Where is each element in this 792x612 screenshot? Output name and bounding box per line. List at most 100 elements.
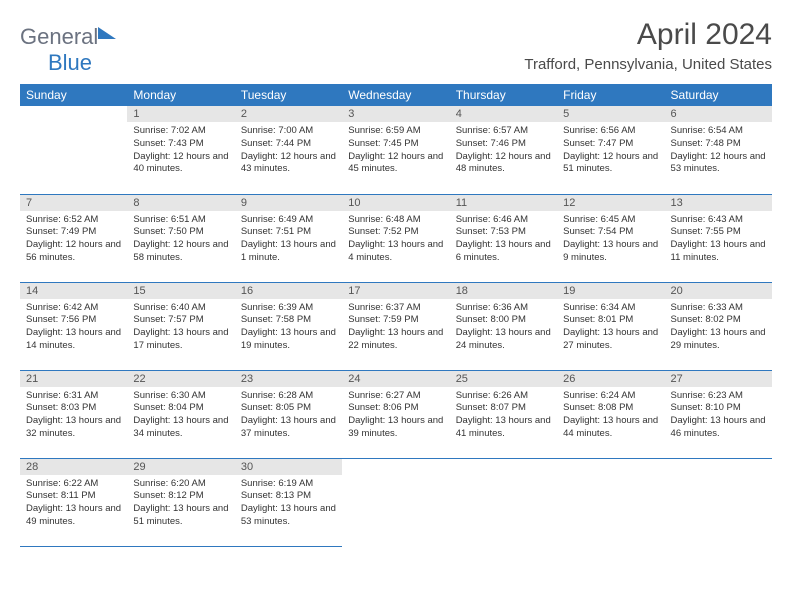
day-number: 6: [665, 106, 772, 122]
day-details: Sunrise: 6:19 AMSunset: 8:13 PMDaylight:…: [235, 475, 342, 532]
calendar-cell: 28Sunrise: 6:22 AMSunset: 8:11 PMDayligh…: [20, 458, 127, 546]
day-number: 23: [235, 371, 342, 387]
day-details: Sunrise: 6:39 AMSunset: 7:58 PMDaylight:…: [235, 299, 342, 356]
day-number: 16: [235, 283, 342, 299]
day-number: 1: [127, 106, 234, 122]
calendar-cell: 8Sunrise: 6:51 AMSunset: 7:50 PMDaylight…: [127, 194, 234, 282]
calendar-cell: 16Sunrise: 6:39 AMSunset: 7:58 PMDayligh…: [235, 282, 342, 370]
calendar-row: 7Sunrise: 6:52 AMSunset: 7:49 PMDaylight…: [20, 194, 772, 282]
title-block: April 2024 Trafford, Pennsylvania, Unite…: [524, 18, 772, 73]
day-details: Sunrise: 7:00 AMSunset: 7:44 PMDaylight:…: [235, 122, 342, 179]
day-number: 3: [342, 106, 449, 122]
day-header: Saturday: [665, 84, 772, 106]
day-details: Sunrise: 6:59 AMSunset: 7:45 PMDaylight:…: [342, 122, 449, 179]
day-details: Sunrise: 6:26 AMSunset: 8:07 PMDaylight:…: [450, 387, 557, 444]
day-number: 11: [450, 195, 557, 211]
day-number: 15: [127, 283, 234, 299]
calendar-cell: 7Sunrise: 6:52 AMSunset: 7:49 PMDaylight…: [20, 194, 127, 282]
day-number: 27: [665, 371, 772, 387]
calendar-cell: 2Sunrise: 7:00 AMSunset: 7:44 PMDaylight…: [235, 106, 342, 194]
header: GeneralBlue April 2024 Trafford, Pennsyl…: [20, 18, 772, 76]
day-details: Sunrise: 6:37 AMSunset: 7:59 PMDaylight:…: [342, 299, 449, 356]
calendar-cell: 18Sunrise: 6:36 AMSunset: 8:00 PMDayligh…: [450, 282, 557, 370]
day-number: 13: [665, 195, 772, 211]
day-number: 5: [557, 106, 664, 122]
day-details: Sunrise: 6:48 AMSunset: 7:52 PMDaylight:…: [342, 211, 449, 268]
calendar-cell: [20, 106, 127, 194]
calendar-cell: 26Sunrise: 6:24 AMSunset: 8:08 PMDayligh…: [557, 370, 664, 458]
day-number: 2: [235, 106, 342, 122]
calendar-row: 1Sunrise: 7:02 AMSunset: 7:43 PMDaylight…: [20, 106, 772, 194]
day-number: 22: [127, 371, 234, 387]
location: Trafford, Pennsylvania, United States: [524, 56, 772, 73]
day-details: Sunrise: 6:27 AMSunset: 8:06 PMDaylight:…: [342, 387, 449, 444]
day-number: 25: [450, 371, 557, 387]
day-details: Sunrise: 6:57 AMSunset: 7:46 PMDaylight:…: [450, 122, 557, 179]
day-number: 8: [127, 195, 234, 211]
calendar-cell: 22Sunrise: 6:30 AMSunset: 8:04 PMDayligh…: [127, 370, 234, 458]
day-header: Monday: [127, 84, 234, 106]
calendar-row: 28Sunrise: 6:22 AMSunset: 8:11 PMDayligh…: [20, 458, 772, 546]
day-header: Friday: [557, 84, 664, 106]
day-details: Sunrise: 7:02 AMSunset: 7:43 PMDaylight:…: [127, 122, 234, 179]
day-header: Tuesday: [235, 84, 342, 106]
day-number: 10: [342, 195, 449, 211]
day-number: 26: [557, 371, 664, 387]
day-details: Sunrise: 6:51 AMSunset: 7:50 PMDaylight:…: [127, 211, 234, 268]
day-header: Sunday: [20, 84, 127, 106]
calendar-cell: [557, 458, 664, 546]
day-details: Sunrise: 6:33 AMSunset: 8:02 PMDaylight:…: [665, 299, 772, 356]
day-number: 12: [557, 195, 664, 211]
calendar-cell: 12Sunrise: 6:45 AMSunset: 7:54 PMDayligh…: [557, 194, 664, 282]
calendar-cell: 21Sunrise: 6:31 AMSunset: 8:03 PMDayligh…: [20, 370, 127, 458]
calendar-cell: [342, 458, 449, 546]
day-header: Thursday: [450, 84, 557, 106]
day-number: 4: [450, 106, 557, 122]
day-number: 24: [342, 371, 449, 387]
day-number: 17: [342, 283, 449, 299]
day-details: Sunrise: 6:36 AMSunset: 8:00 PMDaylight:…: [450, 299, 557, 356]
calendar-row: 21Sunrise: 6:31 AMSunset: 8:03 PMDayligh…: [20, 370, 772, 458]
calendar-cell: 10Sunrise: 6:48 AMSunset: 7:52 PMDayligh…: [342, 194, 449, 282]
calendar-cell: 24Sunrise: 6:27 AMSunset: 8:06 PMDayligh…: [342, 370, 449, 458]
calendar-table: SundayMondayTuesdayWednesdayThursdayFrid…: [20, 84, 772, 547]
month-title: April 2024: [524, 18, 772, 52]
day-number: 9: [235, 195, 342, 211]
day-details: Sunrise: 6:43 AMSunset: 7:55 PMDaylight:…: [665, 211, 772, 268]
calendar-cell: 30Sunrise: 6:19 AMSunset: 8:13 PMDayligh…: [235, 458, 342, 546]
calendar-cell: 25Sunrise: 6:26 AMSunset: 8:07 PMDayligh…: [450, 370, 557, 458]
calendar-cell: [450, 458, 557, 546]
calendar-cell: 6Sunrise: 6:54 AMSunset: 7:48 PMDaylight…: [665, 106, 772, 194]
day-details: Sunrise: 6:23 AMSunset: 8:10 PMDaylight:…: [665, 387, 772, 444]
calendar-cell: 3Sunrise: 6:59 AMSunset: 7:45 PMDaylight…: [342, 106, 449, 194]
calendar-cell: 27Sunrise: 6:23 AMSunset: 8:10 PMDayligh…: [665, 370, 772, 458]
day-number: 19: [557, 283, 664, 299]
day-number: 14: [20, 283, 127, 299]
day-details: Sunrise: 6:49 AMSunset: 7:51 PMDaylight:…: [235, 211, 342, 268]
calendar-cell: [665, 458, 772, 546]
day-details: Sunrise: 6:28 AMSunset: 8:05 PMDaylight:…: [235, 387, 342, 444]
day-number: 28: [20, 459, 127, 475]
calendar-cell: 9Sunrise: 6:49 AMSunset: 7:51 PMDaylight…: [235, 194, 342, 282]
day-details: Sunrise: 6:45 AMSunset: 7:54 PMDaylight:…: [557, 211, 664, 268]
calendar-row: 14Sunrise: 6:42 AMSunset: 7:56 PMDayligh…: [20, 282, 772, 370]
day-number: 20: [665, 283, 772, 299]
calendar-cell: 15Sunrise: 6:40 AMSunset: 7:57 PMDayligh…: [127, 282, 234, 370]
day-details: Sunrise: 6:46 AMSunset: 7:53 PMDaylight:…: [450, 211, 557, 268]
day-number: 18: [450, 283, 557, 299]
day-number: 29: [127, 459, 234, 475]
logo: GeneralBlue: [20, 18, 140, 76]
calendar-cell: 1Sunrise: 7:02 AMSunset: 7:43 PMDaylight…: [127, 106, 234, 194]
day-header: Wednesday: [342, 84, 449, 106]
day-details: Sunrise: 6:20 AMSunset: 8:12 PMDaylight:…: [127, 475, 234, 532]
day-details: Sunrise: 6:34 AMSunset: 8:01 PMDaylight:…: [557, 299, 664, 356]
day-details: Sunrise: 6:31 AMSunset: 8:03 PMDaylight:…: [20, 387, 127, 444]
day-header-row: SundayMondayTuesdayWednesdayThursdayFrid…: [20, 84, 772, 106]
day-number: 7: [20, 195, 127, 211]
calendar-cell: 19Sunrise: 6:34 AMSunset: 8:01 PMDayligh…: [557, 282, 664, 370]
calendar-cell: 11Sunrise: 6:46 AMSunset: 7:53 PMDayligh…: [450, 194, 557, 282]
day-details: Sunrise: 6:24 AMSunset: 8:08 PMDaylight:…: [557, 387, 664, 444]
calendar-cell: 4Sunrise: 6:57 AMSunset: 7:46 PMDaylight…: [450, 106, 557, 194]
calendar-cell: 23Sunrise: 6:28 AMSunset: 8:05 PMDayligh…: [235, 370, 342, 458]
calendar-cell: 14Sunrise: 6:42 AMSunset: 7:56 PMDayligh…: [20, 282, 127, 370]
